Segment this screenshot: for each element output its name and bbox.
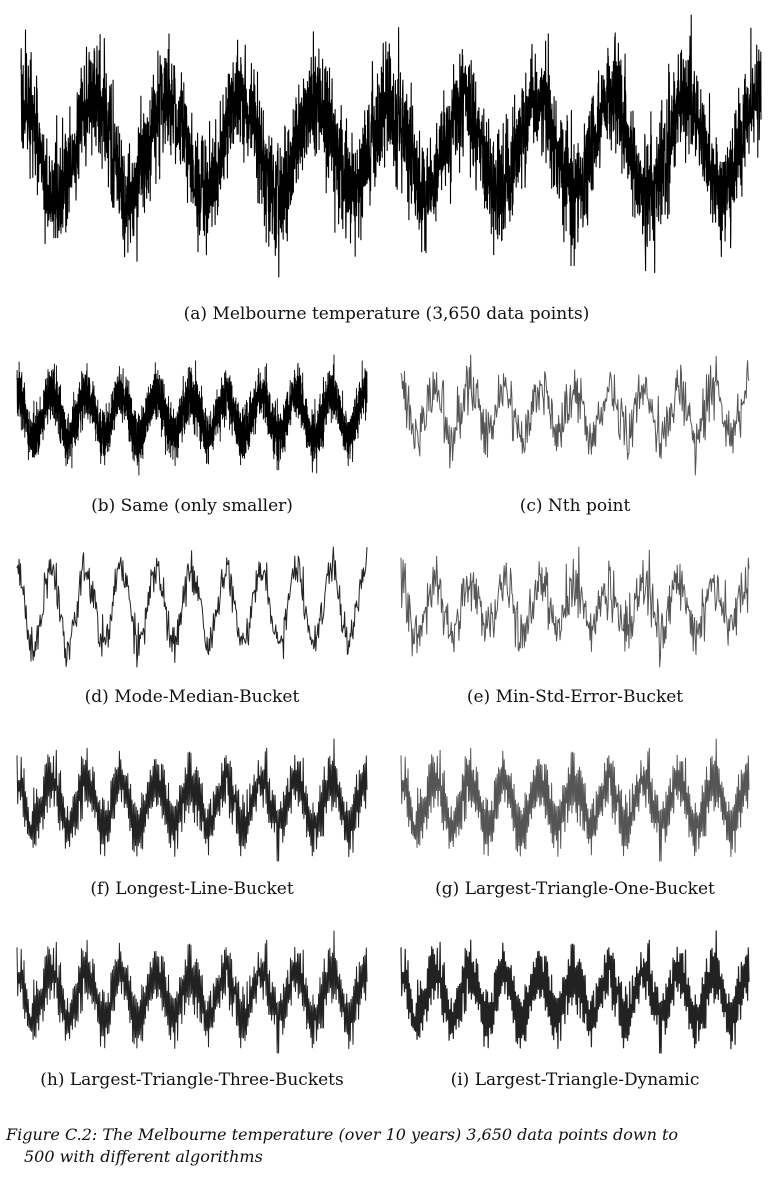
plot-d-mode-median-bucket (16, 546, 368, 668)
caption-b: (b) Same (only smaller) (91, 496, 293, 516)
plot-g-largest-triangle-one-bucket (400, 738, 750, 862)
plot-f-longest-line-bucket (16, 738, 368, 862)
plot-e-min-std-error-bucket (400, 546, 750, 668)
series-line-c (400, 354, 750, 476)
series-line-f (16, 738, 368, 862)
series-line-g (400, 738, 750, 862)
caption-g: (g) Largest-Triangle-One-Bucket (435, 879, 715, 899)
plot-i-largest-triangle-dynamic (400, 930, 750, 1054)
caption-e: (e) Min-Std-Error-Bucket (466, 687, 684, 707)
caption-a: (a) Melbourne temperature (3,650 data po… (183, 304, 590, 324)
plot-c-nth-point (400, 354, 750, 476)
series-line-a (20, 14, 762, 278)
plot-h-largest-triangle-three-buckets (16, 930, 368, 1054)
caption-f: (f) Longest-Line-Bucket (90, 879, 294, 899)
caption-h: (h) Largest-Triangle-Three-Buckets (40, 1070, 344, 1090)
caption-d: (d) Mode-Median-Bucket (84, 687, 300, 707)
caption-i: (i) Largest-Triangle-Dynamic (450, 1070, 700, 1090)
figure-caption-line-1: Figure C.2: The Melbourne temperature (o… (6, 1125, 679, 1144)
caption-c: (c) Nth point (519, 496, 631, 516)
series-line-h (16, 930, 368, 1054)
plot-b-same-smaller (16, 354, 368, 476)
series-line-e (400, 546, 750, 668)
series-line-b (16, 354, 368, 476)
plot-a-melbourne-temperature (20, 14, 762, 278)
figure-caption-line-2: 500 with different algorithms (24, 1147, 263, 1166)
figure-caption: Figure C.2: The Melbourne temperature (o… (6, 1124, 766, 1168)
series-line-d (16, 546, 368, 668)
series-line-i (400, 930, 750, 1054)
